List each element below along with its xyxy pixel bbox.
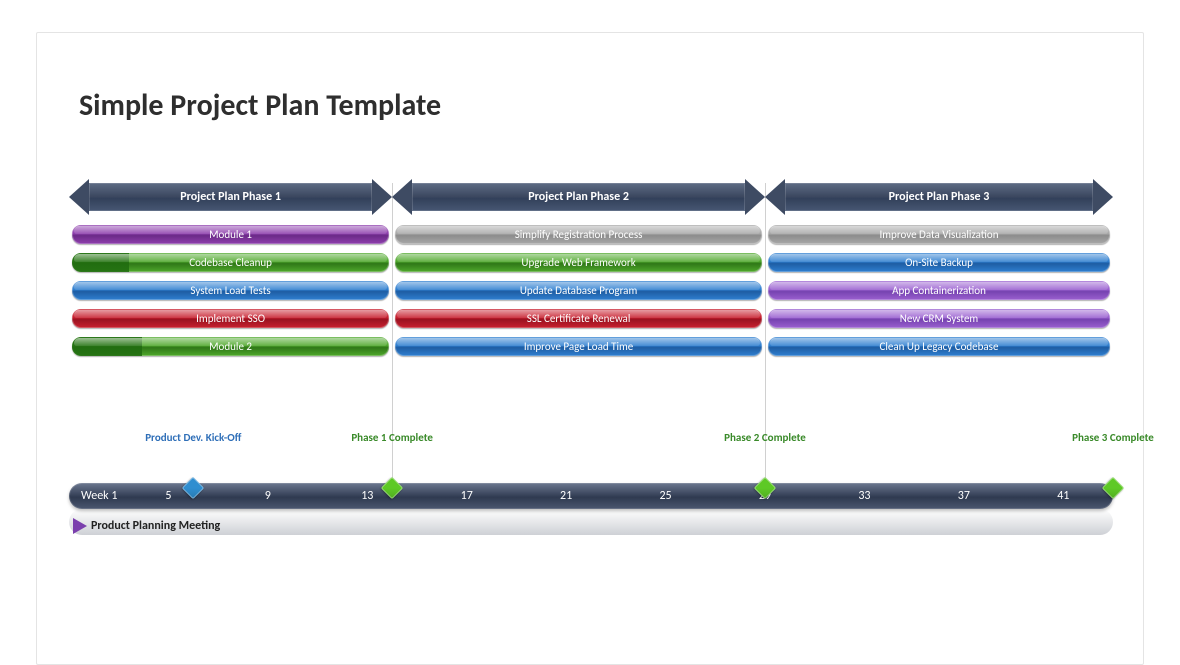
task-bar: New CRM System xyxy=(768,309,1110,328)
axis-tick: 37 xyxy=(934,483,994,509)
chevron-left-icon xyxy=(765,179,785,215)
phase-label: Project Plan Phase 2 xyxy=(412,183,745,211)
phase-header: Project Plan Phase 3 xyxy=(767,183,1111,211)
phase-label: Project Plan Phase 1 xyxy=(89,183,372,211)
chevron-right-icon xyxy=(1093,179,1113,215)
axis-tick: 25 xyxy=(636,483,696,509)
milestone: Phase 1 Complete xyxy=(322,431,462,466)
task-bar: Codebase Cleanup xyxy=(72,253,389,272)
milestone: Product Dev. Kick-Off xyxy=(123,431,263,466)
timeline-axis-reflection xyxy=(69,509,1113,535)
axis-tick: 9 xyxy=(238,483,298,509)
task-bar: Implement SSO xyxy=(72,309,389,328)
slide: Simple Project Plan Template Week 159131… xyxy=(0,0,1180,665)
task-label: Improve Page Load Time xyxy=(524,340,633,353)
task-label: Clean Up Legacy Codebase xyxy=(880,340,999,353)
milestone-label: Phase 1 Complete xyxy=(322,431,462,444)
axis-tick: Week 1 xyxy=(81,483,117,509)
task-label: Codebase Cleanup xyxy=(189,256,272,269)
task-label: Implement SSO xyxy=(196,312,265,325)
task-label: App Containerization xyxy=(892,284,986,297)
task-label: System Load Tests xyxy=(190,284,270,297)
chevron-left-icon xyxy=(69,179,89,215)
milestone-label: Phase 3 Complete xyxy=(1043,431,1180,444)
task-bar: Module 1 xyxy=(72,225,389,244)
phase-header: Project Plan Phase 2 xyxy=(394,183,763,211)
timeline-axis: Week 1591317212529333741 xyxy=(69,483,1113,509)
flag-icon xyxy=(73,518,87,534)
task-label: On-Site Backup xyxy=(905,256,973,269)
task-label: Upgrade Web Framework xyxy=(521,256,635,269)
axis-tick: 17 xyxy=(437,483,497,509)
axis-tick: 41 xyxy=(1033,483,1093,509)
milestone-label: Product Dev. Kick-Off xyxy=(123,431,263,444)
gantt-chart: Week 1591317212529333741 Project Plan Ph… xyxy=(69,183,1113,583)
task-bar: System Load Tests xyxy=(72,281,389,300)
milestone-label: Phase 2 Complete xyxy=(695,431,835,444)
task-label: New CRM System xyxy=(900,312,978,325)
phase-header: Project Plan Phase 1 xyxy=(71,183,390,211)
phase-label: Project Plan Phase 3 xyxy=(785,183,1093,211)
task-label: Improve Data Visualization xyxy=(879,228,998,241)
chevron-right-icon xyxy=(745,179,765,215)
task-label: SSL Certificate Renewal xyxy=(527,312,631,325)
milestone: Phase 3 Complete xyxy=(1043,431,1180,466)
task-bar: Improve Page Load Time xyxy=(395,337,762,356)
flag-label: Product Planning Meeting xyxy=(91,519,220,533)
flag-milestone: Product Planning Meeting xyxy=(73,516,220,535)
chevron-left-icon xyxy=(392,179,412,215)
task-label: Module 1 xyxy=(209,228,252,241)
task-bar: Upgrade Web Framework xyxy=(395,253,762,272)
task-label: Update Database Program xyxy=(520,284,637,297)
chevron-right-icon xyxy=(372,179,392,215)
task-bar: Simplify Registration Process xyxy=(395,225,762,244)
axis-tick: 21 xyxy=(536,483,596,509)
slide-card: Simple Project Plan Template Week 159131… xyxy=(36,32,1144,665)
task-bar: Clean Up Legacy Codebase xyxy=(768,337,1110,356)
task-bar: Update Database Program xyxy=(395,281,762,300)
task-bar: On-Site Backup xyxy=(768,253,1110,272)
milestone: Phase 2 Complete xyxy=(695,431,835,466)
task-bar: Improve Data Visualization xyxy=(768,225,1110,244)
task-bar: SSL Certificate Renewal xyxy=(395,309,762,328)
task-bar: Module 2 xyxy=(72,337,389,356)
task-bar: App Containerization xyxy=(768,281,1110,300)
slide-title: Simple Project Plan Template xyxy=(79,87,441,124)
task-label: Simplify Registration Process xyxy=(515,228,643,241)
axis-tick: 33 xyxy=(834,483,894,509)
task-label: Module 2 xyxy=(209,340,252,353)
